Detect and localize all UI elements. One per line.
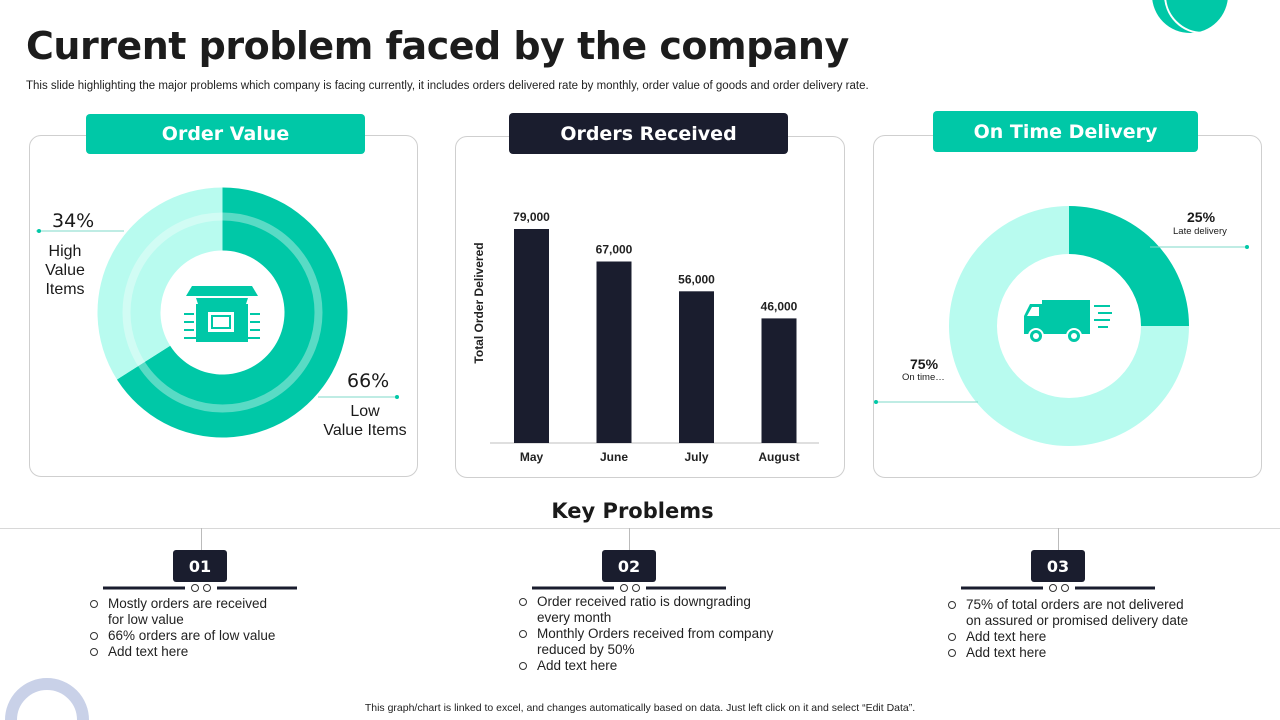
package-box-icon	[184, 286, 260, 342]
list-item: 66% orders are of low value	[90, 628, 310, 644]
bar-value-label: 46,000	[761, 299, 798, 313]
donut-slice-low-value	[116, 187, 348, 438]
bar-august	[761, 318, 797, 443]
donut-slice-late-delivery	[1069, 206, 1189, 326]
x-tick-label: June	[600, 450, 628, 464]
orders-bar-chart: 79,000 May 67,000 June 56,000 July 46,000 Augus…	[472, 210, 819, 464]
problem-connector-1	[201, 528, 202, 550]
bar-july	[679, 291, 714, 443]
donut-inner-ring	[122, 212, 323, 413]
list-item: Add text here	[90, 644, 310, 660]
y-axis-label: Total Order Delivered	[472, 242, 486, 363]
bar-may	[514, 229, 549, 443]
donut-slice-on-time	[949, 206, 1189, 446]
list-item: Monthly Orders received from company redu…	[519, 626, 789, 658]
list-item: Add text here	[948, 645, 1238, 661]
problem-connector-3	[1058, 528, 1059, 550]
list-item: Mostly orders are received for low value	[90, 596, 310, 628]
on-time-leader-line	[874, 400, 978, 404]
list-item: Order received ratio is downgrading every…	[519, 594, 789, 626]
x-tick-label: July	[684, 450, 708, 464]
bar-value-label: 79,000	[513, 210, 550, 224]
order-value-header: Order Value	[86, 114, 365, 154]
orders-received-header: Orders Received	[509, 113, 788, 154]
bar-june	[596, 261, 632, 443]
list-item: Add text here	[519, 658, 789, 674]
on-time-label: On time…	[902, 372, 945, 383]
on-time-pct: 75%	[910, 356, 939, 372]
late-delivery-label: Late delivery	[1173, 226, 1227, 237]
corner-decoration-top	[1152, 0, 1240, 34]
high-value-leader-line	[36, 229, 124, 233]
list-item: Add text here	[948, 629, 1238, 645]
low-value-label: Low Value Items	[323, 403, 407, 439]
problem-underline-3	[961, 584, 1155, 592]
problem-list-1: Mostly orders are received for low value …	[90, 596, 310, 660]
page-title: Current problem faced by the company	[26, 24, 849, 68]
low-value-leader-line	[318, 395, 399, 399]
order-value-donut	[97, 187, 348, 438]
low-value-pct: 66%	[347, 370, 390, 392]
on-time-donut	[949, 206, 1189, 446]
high-value-label: High Value Items	[45, 243, 85, 298]
on-time-delivery-header: On Time Delivery	[933, 111, 1198, 152]
donut-slice-high-value	[97, 187, 223, 380]
problem-number-3: 03	[1031, 550, 1085, 582]
x-tick-label: August	[758, 450, 799, 464]
x-tick-label: May	[520, 450, 544, 464]
problem-number-1: 01	[173, 550, 227, 582]
bar-value-label: 67,000	[596, 243, 633, 257]
key-problems-divider	[0, 528, 1280, 529]
footer-note: This graph/chart is linked to excel, and…	[364, 702, 916, 714]
problem-list-3: 75% of total orders are not delivered on …	[948, 597, 1238, 661]
bar-value-label: 56,000	[678, 272, 715, 286]
delivery-truck-icon	[1024, 300, 1112, 344]
problem-number-2: 02	[602, 550, 656, 582]
problem-connector-2	[629, 528, 630, 550]
problem-list-2: Order received ratio is downgrading every…	[519, 594, 789, 674]
page-subtitle: This slide highlighting the major proble…	[26, 80, 869, 92]
high-value-pct: 34%	[52, 210, 95, 232]
key-problems-title: Key Problems	[551, 499, 714, 523]
late-delivery-leader-line	[1150, 245, 1249, 249]
list-item: 75% of total orders are not delivered on …	[948, 597, 1238, 629]
corner-decoration-bottom	[5, 678, 89, 720]
problem-underline-2	[532, 584, 726, 592]
late-delivery-pct: 25%	[1187, 209, 1216, 225]
problem-underline-1	[103, 584, 297, 592]
